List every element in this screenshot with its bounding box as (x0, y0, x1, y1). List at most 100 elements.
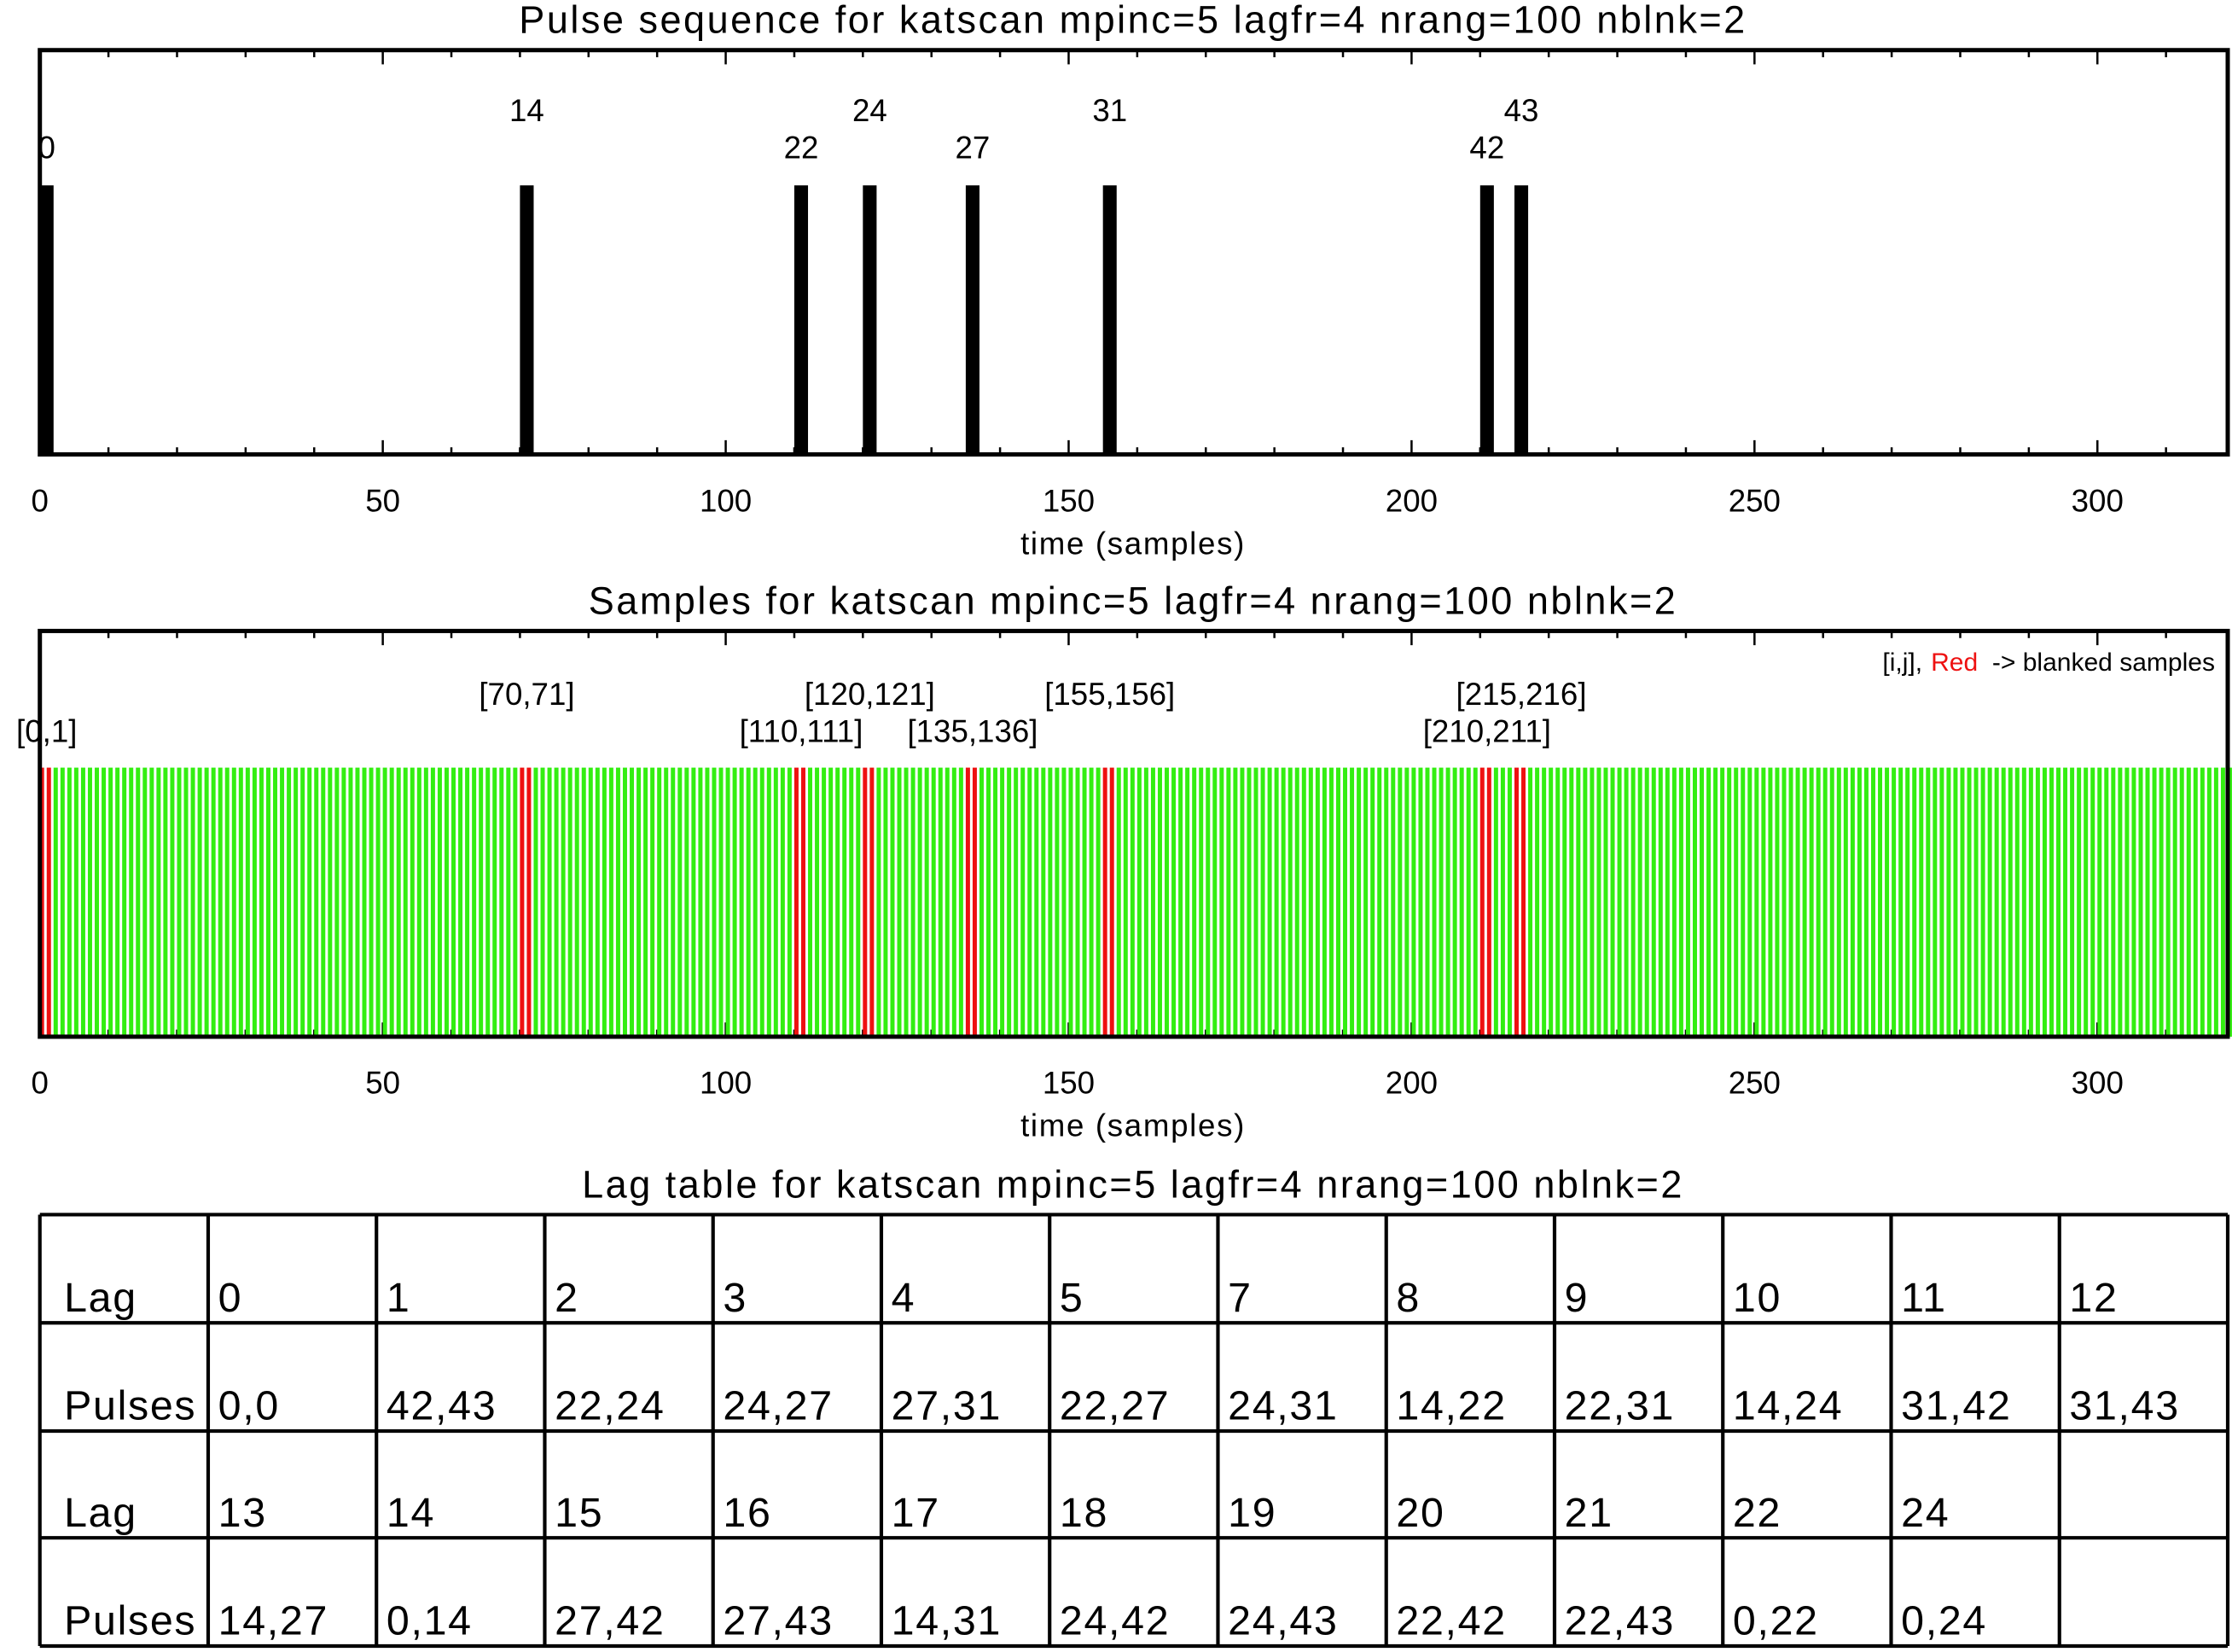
table-cell: 11 (1901, 1275, 1947, 1321)
table-cell: 24,27 (723, 1383, 833, 1429)
sample-bar (1898, 767, 1904, 1037)
sample-bar (1130, 767, 1135, 1037)
sample-bar (314, 767, 319, 1037)
sample-bar (1892, 767, 1897, 1037)
blank-label: [155,156] (1044, 677, 1175, 712)
sample-bar (410, 767, 415, 1037)
sample-bar (547, 767, 552, 1037)
sample-bar (2200, 767, 2205, 1037)
sample-bar (2021, 767, 2026, 1037)
sample-bar (951, 767, 956, 1037)
sample-bar (698, 767, 703, 1037)
x-tick-label: 0 (32, 483, 49, 518)
x-tick-label: 300 (2072, 1066, 2124, 1101)
sample-bar (1253, 767, 1258, 1037)
sample-bar (1212, 767, 1218, 1037)
sample-bar (842, 767, 847, 1037)
sample-bar (1398, 767, 1403, 1037)
sample-bar (458, 767, 463, 1037)
table-cell: 24,31 (1228, 1383, 1338, 1429)
sample-bar (1651, 767, 1656, 1037)
x-tick-label: 100 (700, 1066, 752, 1101)
table-cell: 27,31 (892, 1383, 1002, 1429)
sample-bar (451, 767, 456, 1037)
sample-bar (890, 767, 895, 1037)
sample-bar (1829, 767, 1834, 1037)
sample-bar (1315, 767, 1320, 1037)
blank-label: [0,1] (16, 714, 77, 749)
table-cell: Pulses (64, 1598, 196, 1644)
table-cell: 27,43 (723, 1598, 833, 1644)
sample-bar (540, 767, 545, 1037)
table-cell: 31,43 (2069, 1383, 2179, 1429)
table-cell: 14,22 (1396, 1383, 1506, 1429)
sample-bar (1802, 767, 1807, 1037)
sample-bar (1322, 767, 1327, 1037)
x-tick-label: 50 (365, 1066, 400, 1101)
sample-bar (1528, 767, 1533, 1037)
sample-bar (622, 767, 627, 1037)
sample-bar (1116, 767, 1121, 1037)
pulse-label: 24 (852, 93, 887, 128)
pulse-label: 42 (1469, 131, 1504, 166)
sample-bar (856, 767, 861, 1037)
sample-bar (1247, 767, 1252, 1037)
sample-bar (492, 767, 497, 1037)
sample-bar (375, 767, 381, 1037)
sample-bar (636, 767, 642, 1037)
legend-suffix: -> blanked samples (1992, 649, 2215, 677)
pulse-label: 0 (38, 131, 55, 166)
sample-bar (1007, 767, 1012, 1037)
blank-label: [70,71] (479, 677, 574, 712)
table-cell: 14,27 (218, 1598, 328, 1644)
blanked-sample-bar (965, 767, 970, 1037)
table-cell: 0 (218, 1275, 243, 1321)
sample-bar (1912, 767, 1917, 1037)
table-cell: 0,22 (1733, 1598, 1819, 1644)
sample-bar (815, 767, 820, 1037)
sample-bar (190, 767, 195, 1037)
sample-bar (280, 767, 285, 1037)
sample-bar (581, 767, 586, 1037)
sample-bar (1020, 767, 1026, 1037)
sample-bar (1233, 767, 1238, 1037)
sample-bar (1473, 767, 1478, 1037)
sample-bar (671, 767, 676, 1037)
sample-bar (1644, 767, 1649, 1037)
sample-bar (2172, 767, 2177, 1037)
sample-bar (2152, 767, 2157, 1037)
sample-bar (787, 767, 792, 1037)
sample-bar (1973, 767, 1979, 1037)
sample-bar (1370, 767, 1375, 1037)
sample-bar (924, 767, 929, 1037)
pulse-bar (965, 185, 979, 455)
sample-bar (2028, 767, 2033, 1037)
x-tick-label: 100 (700, 483, 752, 518)
sample-bar (1549, 767, 1554, 1037)
sample-bar (389, 767, 394, 1037)
x-tick-label: 150 (1043, 1066, 1095, 1101)
sample-bar (1685, 767, 1690, 1037)
sample-bar (2070, 767, 2075, 1037)
sample-bar (53, 767, 58, 1037)
sample-bar (2008, 767, 2013, 1037)
sample-bar (1377, 767, 1382, 1037)
sample-bar (1939, 767, 1944, 1037)
blank-label: [120,121] (805, 677, 935, 712)
sample-bar (355, 767, 360, 1037)
sample-bar (732, 767, 737, 1037)
sample-bar (259, 767, 264, 1037)
table-cell: 24 (1901, 1490, 1950, 1536)
pulse-bar (793, 185, 809, 455)
sample-bar (1294, 767, 1299, 1037)
sample-bar (2131, 767, 2136, 1037)
sample-bar (1267, 767, 1272, 1037)
sample-bar (204, 767, 209, 1037)
sample-bar (1335, 767, 1340, 1037)
sample-bar (2179, 767, 2184, 1037)
sample-bar (115, 767, 120, 1037)
blanked-sample-bar (869, 767, 875, 1037)
sample-bar (1260, 767, 1265, 1037)
sample-bar (595, 767, 600, 1037)
sample-bar (1795, 767, 1800, 1037)
